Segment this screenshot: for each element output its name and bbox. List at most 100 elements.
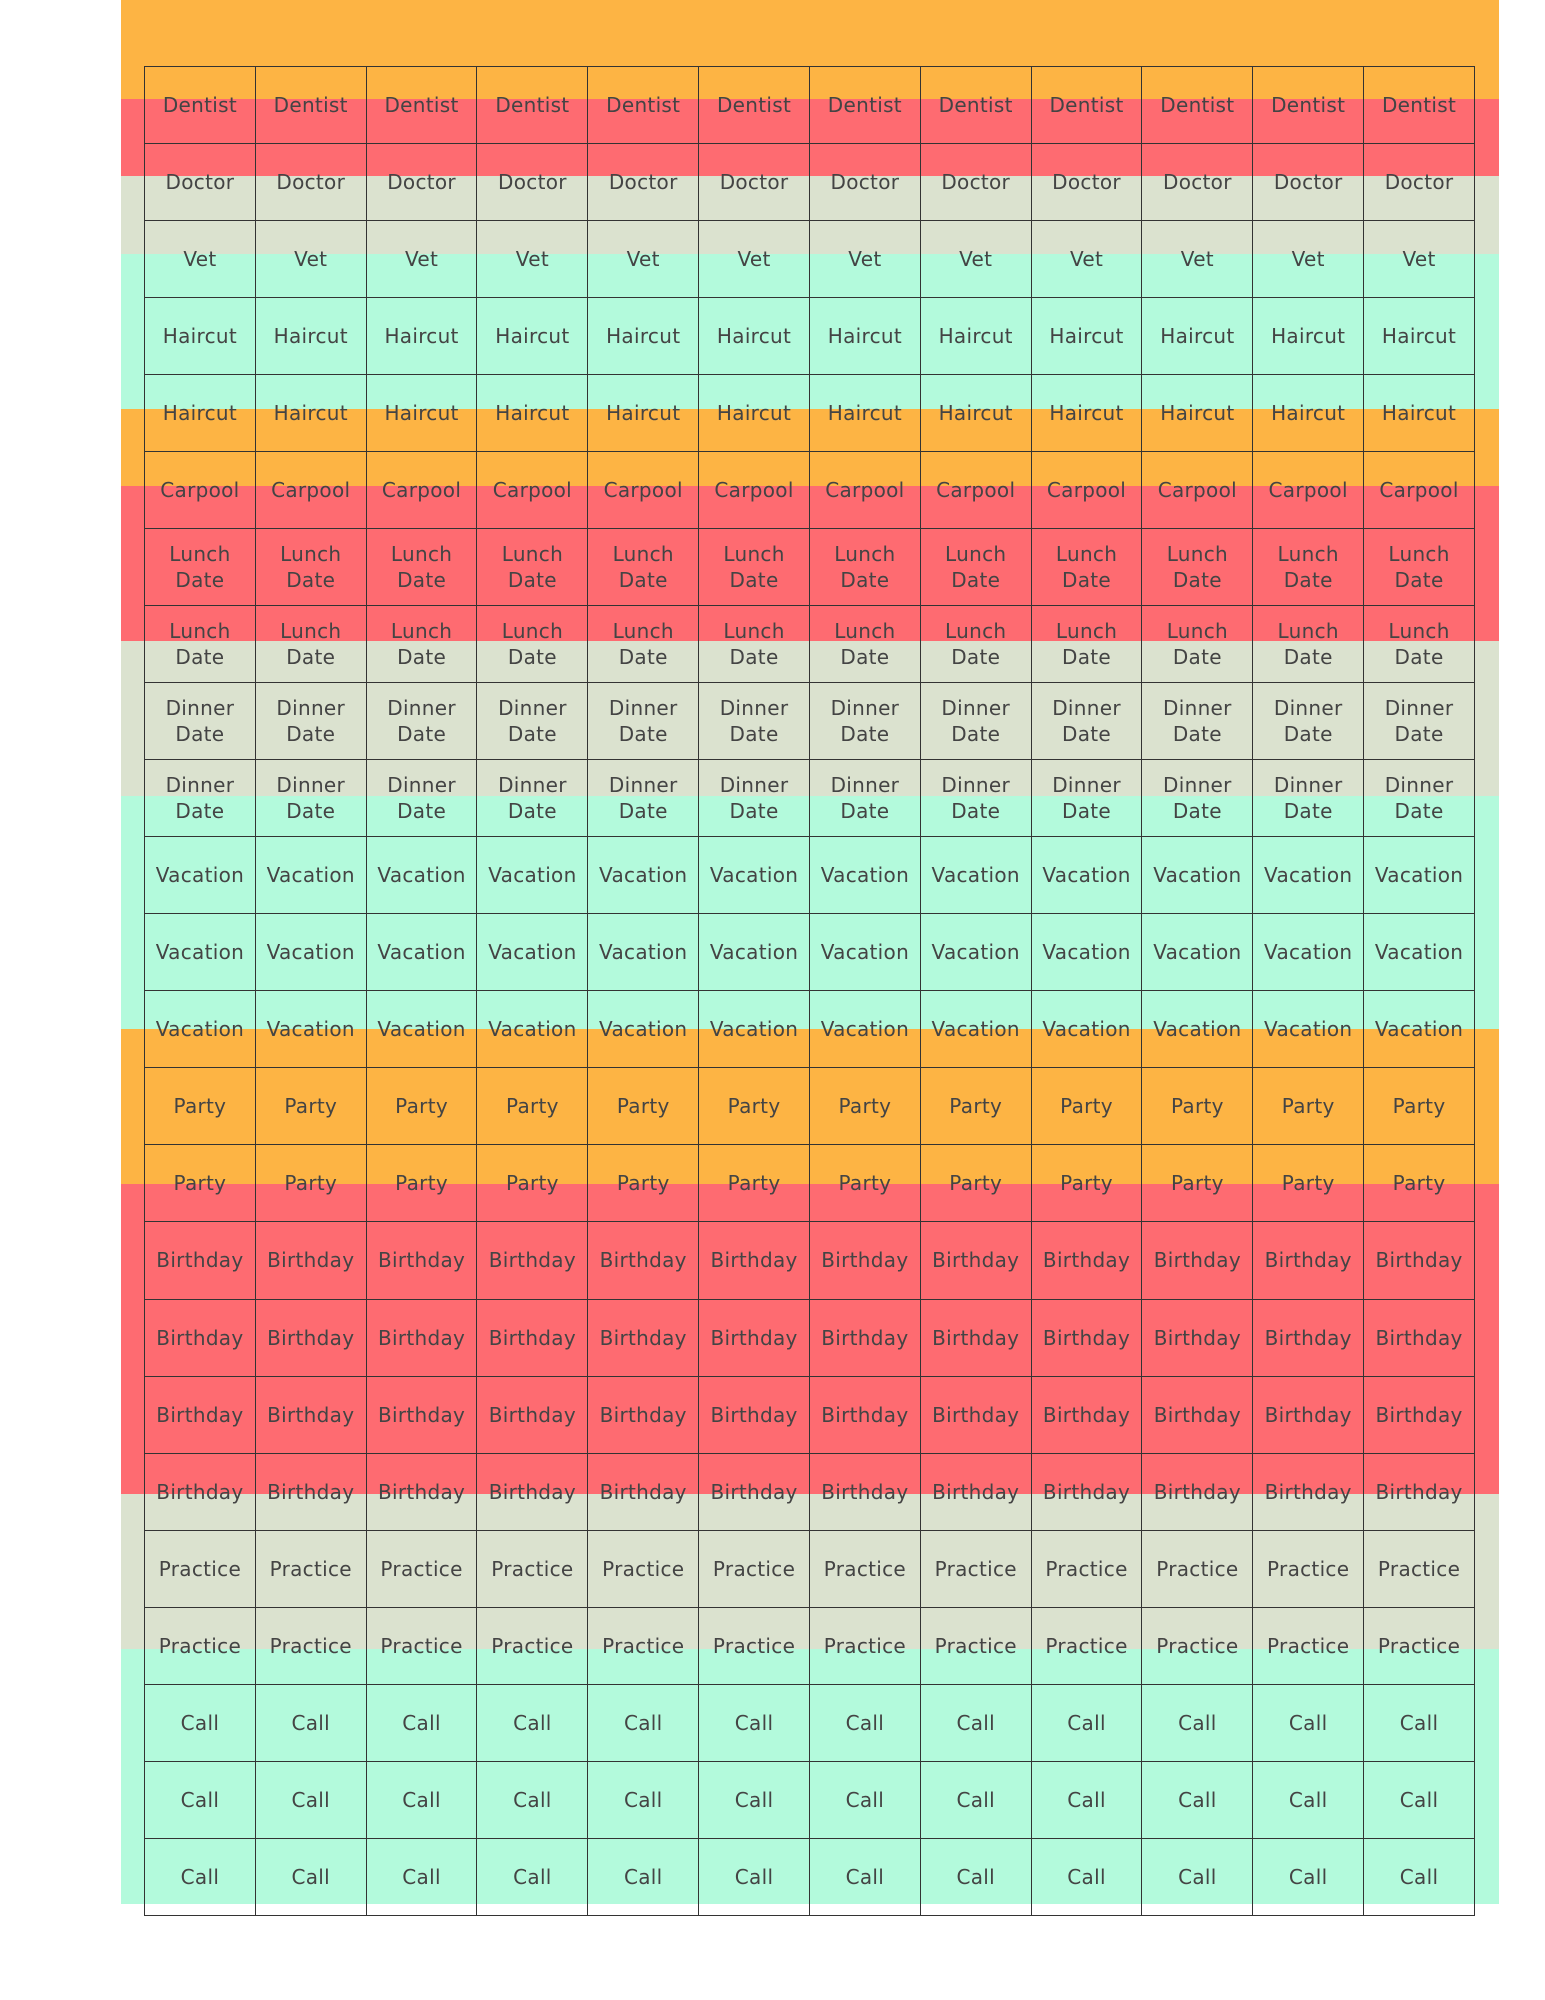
sticker-cell[interactable]: Call <box>476 1760 589 1839</box>
sticker-cell[interactable]: Practice <box>1030 1529 1143 1608</box>
sticker-cell[interactable]: Vacation <box>1030 913 1143 992</box>
sticker-cell[interactable]: Call <box>1363 1683 1475 1762</box>
sticker-cell[interactable]: Call <box>254 1760 367 1839</box>
sticker-cell[interactable]: Lunch Date <box>254 605 367 684</box>
sticker-cell[interactable]: Call <box>254 1683 367 1762</box>
sticker-cell[interactable]: Haircut <box>808 297 921 376</box>
sticker-cell[interactable]: Vacation <box>587 836 700 915</box>
sticker-cell[interactable]: Call <box>808 1760 921 1839</box>
sticker-cell[interactable]: Haircut <box>919 297 1032 376</box>
sticker-cell[interactable]: Lunch Date <box>808 528 921 607</box>
sticker-cell[interactable]: Carpool <box>365 451 478 530</box>
sticker-cell[interactable]: Dinner Date <box>698 682 810 761</box>
sticker-cell[interactable]: Lunch Date <box>587 528 700 607</box>
sticker-cell[interactable]: Carpool <box>1363 451 1475 530</box>
sticker-cell[interactable]: Dentist <box>808 65 921 145</box>
sticker-cell[interactable]: Vacation <box>254 990 367 1069</box>
sticker-cell[interactable]: Dentist <box>1030 65 1143 145</box>
sticker-cell[interactable]: Vacation <box>1252 913 1365 992</box>
sticker-cell[interactable]: Vacation <box>1141 913 1254 992</box>
sticker-cell[interactable]: Doctor <box>1252 143 1365 222</box>
sticker-cell[interactable]: Practice <box>1252 1606 1365 1685</box>
sticker-cell[interactable]: Vacation <box>1363 990 1475 1069</box>
sticker-cell[interactable]: Vacation <box>254 913 367 992</box>
sticker-cell[interactable]: Vacation <box>919 913 1032 992</box>
sticker-cell[interactable]: Birthday <box>808 1375 921 1454</box>
sticker-cell[interactable]: Call <box>144 1683 256 1762</box>
sticker-cell[interactable]: Call <box>1141 1837 1254 1916</box>
sticker-cell[interactable]: Call <box>808 1683 921 1762</box>
sticker-cell[interactable]: Vet <box>476 220 589 299</box>
sticker-cell[interactable]: Birthday <box>1252 1452 1365 1531</box>
sticker-cell[interactable]: Birthday <box>698 1298 810 1377</box>
sticker-cell[interactable]: Call <box>587 1837 700 1916</box>
sticker-cell[interactable]: Haircut <box>1030 297 1143 376</box>
sticker-cell[interactable]: Doctor <box>808 143 921 222</box>
sticker-cell[interactable]: Dinner Date <box>365 682 478 761</box>
sticker-cell[interactable]: Call <box>587 1760 700 1839</box>
sticker-cell[interactable]: Doctor <box>476 143 589 222</box>
sticker-cell[interactable]: Vacation <box>476 913 589 992</box>
sticker-cell[interactable]: Birthday <box>1141 1221 1254 1300</box>
sticker-cell[interactable]: Dinner Date <box>1030 759 1143 838</box>
sticker-cell[interactable]: Birthday <box>808 1452 921 1531</box>
sticker-cell[interactable]: Call <box>1363 1760 1475 1839</box>
sticker-cell[interactable]: Vet <box>144 220 256 299</box>
sticker-cell[interactable]: Haircut <box>1030 374 1143 453</box>
sticker-cell[interactable]: Lunch Date <box>476 605 589 684</box>
sticker-cell[interactable]: Vacation <box>144 990 256 1069</box>
sticker-cell[interactable]: Party <box>254 1144 367 1223</box>
sticker-cell[interactable]: Vacation <box>365 836 478 915</box>
sticker-cell[interactable]: Birthday <box>698 1221 810 1300</box>
sticker-cell[interactable]: Call <box>1252 1683 1365 1762</box>
sticker-cell[interactable]: Carpool <box>144 451 256 530</box>
sticker-cell[interactable]: Haircut <box>1252 374 1365 453</box>
sticker-cell[interactable]: Vet <box>919 220 1032 299</box>
sticker-cell[interactable]: Haircut <box>808 374 921 453</box>
sticker-cell[interactable]: Party <box>144 1067 256 1146</box>
sticker-cell[interactable]: Dinner Date <box>144 682 256 761</box>
sticker-cell[interactable]: Birthday <box>698 1375 810 1454</box>
sticker-cell[interactable]: Birthday <box>1252 1375 1365 1454</box>
sticker-cell[interactable]: Vacation <box>1252 836 1365 915</box>
sticker-cell[interactable]: Dinner Date <box>1030 682 1143 761</box>
sticker-cell[interactable]: Call <box>808 1837 921 1916</box>
sticker-cell[interactable]: Practice <box>1363 1606 1475 1685</box>
sticker-cell[interactable]: Haircut <box>1141 374 1254 453</box>
sticker-cell[interactable]: Call <box>1252 1837 1365 1916</box>
sticker-cell[interactable]: Party <box>365 1144 478 1223</box>
sticker-cell[interactable]: Call <box>1030 1760 1143 1839</box>
sticker-cell[interactable]: Doctor <box>254 143 367 222</box>
sticker-cell[interactable]: Doctor <box>587 143 700 222</box>
sticker-cell[interactable]: Party <box>587 1144 700 1223</box>
sticker-cell[interactable]: Vacation <box>1252 990 1365 1069</box>
sticker-cell[interactable]: Vacation <box>144 836 256 915</box>
sticker-cell[interactable]: Vacation <box>587 913 700 992</box>
sticker-cell[interactable]: Dentist <box>1141 65 1254 145</box>
sticker-cell[interactable]: Call <box>365 1837 478 1916</box>
sticker-cell[interactable]: Birthday <box>1141 1375 1254 1454</box>
sticker-cell[interactable]: Vacation <box>698 913 810 992</box>
sticker-cell[interactable]: Birthday <box>587 1221 700 1300</box>
sticker-cell[interactable]: Vet <box>808 220 921 299</box>
sticker-cell[interactable]: Practice <box>1141 1529 1254 1608</box>
sticker-cell[interactable]: Doctor <box>919 143 1032 222</box>
sticker-cell[interactable]: Call <box>1363 1837 1475 1916</box>
sticker-cell[interactable]: Call <box>1030 1683 1143 1762</box>
sticker-cell[interactable]: Lunch Date <box>1030 605 1143 684</box>
sticker-cell[interactable]: Birthday <box>919 1221 1032 1300</box>
sticker-cell[interactable]: Birthday <box>1030 1375 1143 1454</box>
sticker-cell[interactable]: Dentist <box>254 65 367 145</box>
sticker-cell[interactable]: Party <box>1252 1144 1365 1223</box>
sticker-cell[interactable]: Birthday <box>476 1298 589 1377</box>
sticker-cell[interactable]: Lunch Date <box>1141 528 1254 607</box>
sticker-cell[interactable]: Dinner Date <box>1141 682 1254 761</box>
sticker-cell[interactable]: Call <box>254 1837 367 1916</box>
sticker-cell[interactable]: Doctor <box>365 143 478 222</box>
sticker-cell[interactable]: Birthday <box>698 1452 810 1531</box>
sticker-cell[interactable]: Call <box>476 1683 589 1762</box>
sticker-cell[interactable]: Doctor <box>698 143 810 222</box>
sticker-cell[interactable]: Lunch Date <box>144 605 256 684</box>
sticker-cell[interactable]: Haircut <box>1363 374 1475 453</box>
sticker-cell[interactable]: Practice <box>698 1529 810 1608</box>
